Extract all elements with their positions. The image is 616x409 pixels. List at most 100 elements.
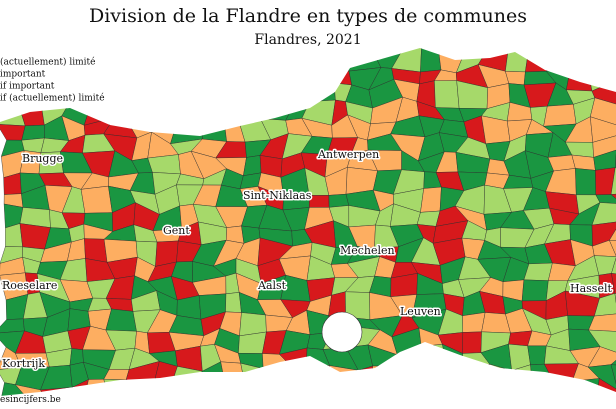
municipality bbox=[455, 385, 489, 396]
city-label: Leuven bbox=[400, 305, 441, 318]
municipality bbox=[462, 312, 486, 333]
municipality bbox=[0, 105, 26, 127]
municipality bbox=[147, 154, 181, 175]
legend: (actuellement) limité important if importa… bbox=[0, 57, 105, 104]
brussels-hole bbox=[321, 311, 363, 353]
municipality bbox=[260, 367, 293, 387]
municipality bbox=[200, 49, 221, 74]
municipality bbox=[611, 273, 616, 301]
municipality bbox=[434, 80, 460, 109]
municipality bbox=[225, 292, 242, 313]
municipality bbox=[499, 381, 533, 396]
city-labels: Brugge Antwerpen Sint-Niklaas Gent Mechelen A… bbox=[1, 147, 614, 372]
municipality bbox=[611, 71, 616, 92]
city-label: Antwerpen bbox=[317, 148, 379, 161]
municipality bbox=[106, 80, 136, 99]
municipality bbox=[346, 48, 382, 72]
municipality bbox=[195, 64, 221, 88]
municipality bbox=[308, 195, 330, 208]
municipality bbox=[352, 385, 372, 396]
municipality bbox=[586, 48, 616, 72]
municipality bbox=[105, 308, 137, 332]
municipality bbox=[420, 186, 442, 213]
municipality bbox=[281, 381, 314, 396]
city-label: Gent bbox=[163, 224, 190, 237]
municipality bbox=[147, 48, 176, 69]
municipality bbox=[224, 378, 245, 396]
city-label: Mechelen bbox=[340, 244, 395, 257]
legend-label: if important bbox=[0, 82, 55, 92]
municipality bbox=[146, 67, 179, 85]
municipality bbox=[609, 240, 616, 257]
municipality bbox=[367, 381, 392, 396]
municipality bbox=[220, 361, 244, 389]
legend-label: if (actuellement) limité bbox=[0, 93, 105, 104]
municipality bbox=[609, 221, 616, 241]
municipality bbox=[103, 378, 130, 396]
municipality bbox=[110, 48, 137, 72]
municipality bbox=[133, 68, 156, 82]
municipality bbox=[575, 168, 597, 196]
municipality bbox=[311, 378, 335, 396]
municipality bbox=[484, 385, 513, 396]
legend-label: (actuellement) limité bbox=[0, 57, 96, 68]
city-label: Kortrijk bbox=[2, 357, 45, 370]
municipality bbox=[129, 96, 159, 125]
municipality bbox=[190, 385, 227, 396]
municipality bbox=[305, 364, 330, 383]
municipality bbox=[21, 124, 45, 141]
municipality bbox=[527, 345, 547, 365]
municipality bbox=[521, 378, 553, 396]
municipality bbox=[243, 378, 269, 396]
source: esincijfers.be bbox=[0, 395, 61, 405]
municipality bbox=[170, 385, 198, 396]
municipality bbox=[590, 97, 616, 126]
municipality bbox=[171, 53, 204, 68]
municipality bbox=[566, 65, 593, 92]
municipality bbox=[236, 100, 266, 119]
municipality bbox=[195, 83, 222, 105]
city-label: Roeselare bbox=[2, 279, 57, 292]
municipality bbox=[546, 48, 576, 72]
municipality bbox=[435, 379, 458, 396]
municipality bbox=[134, 80, 156, 103]
municipality bbox=[258, 68, 293, 88]
municipality bbox=[110, 69, 135, 91]
municipality bbox=[523, 262, 553, 281]
municipality bbox=[148, 100, 180, 124]
municipality bbox=[278, 48, 311, 70]
municipality bbox=[306, 48, 335, 71]
municipality bbox=[258, 85, 293, 109]
municipality bbox=[308, 66, 335, 90]
municipality bbox=[571, 378, 600, 396]
municipality bbox=[594, 293, 616, 317]
municipality bbox=[152, 386, 177, 396]
municipality bbox=[327, 378, 357, 396]
municipality bbox=[237, 67, 271, 86]
municipality bbox=[202, 116, 227, 142]
municipality bbox=[588, 313, 616, 332]
municipality bbox=[456, 363, 491, 387]
municipality bbox=[175, 100, 203, 125]
municipality bbox=[611, 256, 616, 277]
municipality bbox=[610, 167, 616, 195]
municipality bbox=[292, 364, 312, 387]
municipality bbox=[586, 65, 616, 92]
municipality bbox=[64, 63, 93, 88]
city-label: Hasselt bbox=[570, 282, 612, 295]
municipality bbox=[175, 84, 202, 105]
municipality bbox=[592, 134, 616, 158]
municipality bbox=[412, 343, 447, 372]
municipality bbox=[238, 82, 266, 103]
municipality bbox=[260, 48, 293, 70]
municipality bbox=[217, 82, 242, 103]
municipality bbox=[412, 361, 447, 385]
municipality bbox=[133, 48, 156, 71]
municipality bbox=[420, 48, 442, 73]
municipality bbox=[525, 48, 553, 73]
municipality bbox=[570, 48, 593, 67]
municipality bbox=[442, 361, 464, 386]
municipality bbox=[106, 96, 137, 125]
city-label: Sint-Niklaas bbox=[243, 189, 312, 202]
